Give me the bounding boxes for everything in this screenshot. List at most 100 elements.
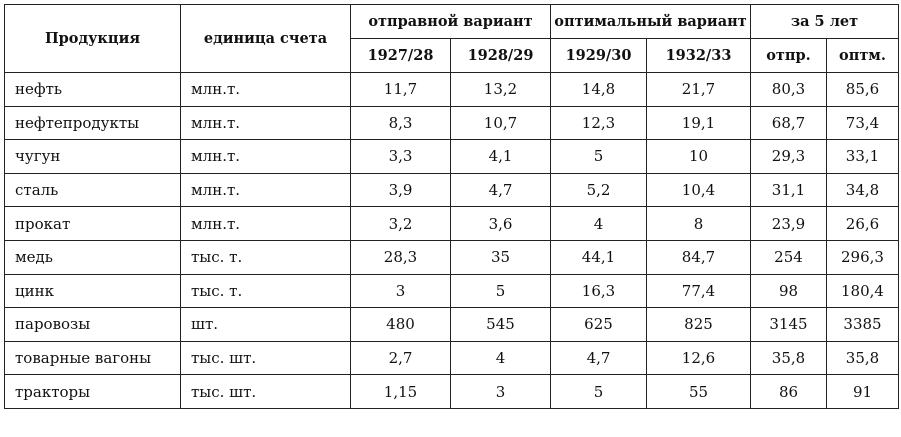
table-row: нефтепродукты млн.т. 8,3 10,7 12,3 19,1 68,7 73…: [4, 105, 899, 141]
cell-unit: тыс. т.: [180, 273, 351, 309]
header-year: 1932/33: [646, 38, 751, 73]
header-five-optimal: оптм.: [826, 38, 899, 73]
cell-value: 2,7: [350, 340, 451, 376]
cell-product: чугун: [4, 139, 181, 174]
header-group-initial: отправной вариант: [350, 4, 551, 39]
header-unit: единица счета: [180, 4, 351, 73]
cell-value: 98: [750, 273, 827, 309]
cell-value: 12,3: [550, 105, 647, 141]
table-row: чугун млн.т. 3,3 4,1 5 10 29,3 33,1: [4, 139, 899, 174]
cell-value: 80,3: [750, 72, 827, 107]
cell-value: 12,6: [646, 340, 751, 376]
cell-value: 3,6: [450, 206, 551, 241]
cell-value: 14,8: [550, 72, 647, 107]
cell-value: 5,2: [550, 172, 647, 208]
cell-unit: тыс. шт.: [180, 374, 351, 409]
table-row: сталь млн.т. 3,9 4,7 5,2 10,4 31,1 34,8: [4, 172, 899, 208]
cell-value: 825: [646, 307, 751, 342]
cell-value: 3,2: [350, 206, 451, 241]
cell-product: медь: [4, 239, 181, 275]
cell-value: 35,8: [826, 340, 899, 376]
cell-value: 5: [550, 374, 647, 409]
cell-value: 29,3: [750, 139, 827, 174]
cell-product: нефть: [4, 72, 181, 107]
cell-value: 3,3: [350, 139, 451, 174]
cell-value: 44,1: [550, 239, 647, 275]
table-body: нефть млн.т. 11,7 13,2 14,8 21,7 80,3 85,6 нефте…: [4, 72, 899, 409]
cell-product: цинк: [4, 273, 181, 309]
production-table: Продукция единица счета отправной вариан…: [4, 4, 899, 409]
cell-value: 3: [450, 374, 551, 409]
cell-value: 86: [750, 374, 827, 409]
header-year: 1927/28: [350, 38, 451, 73]
cell-value: 545: [450, 307, 551, 342]
cell-value: 10: [646, 139, 751, 174]
cell-unit: тыс. т.: [180, 239, 351, 275]
cell-value: 1,15: [350, 374, 451, 409]
cell-value: 8,3: [350, 105, 451, 141]
table-row: товарные вагоны тыс. шт. 2,7 4 4,7 12,6 35,8 35…: [4, 340, 899, 376]
header-product: Продукция: [4, 4, 181, 73]
cell-product: тракторы: [4, 374, 181, 409]
cell-value: 77,4: [646, 273, 751, 309]
cell-value: 254: [750, 239, 827, 275]
header-five-initial: отпр.: [750, 38, 827, 73]
cell-value: 10,4: [646, 172, 751, 208]
cell-value: 13,2: [450, 72, 551, 107]
table-row: паровозы шт. 480 545 625 825 3145 3385: [4, 307, 899, 342]
table-row: нефть млн.т. 11,7 13,2 14,8 21,7 80,3 85,6: [4, 72, 899, 107]
cell-value: 16,3: [550, 273, 647, 309]
header-group-optimal: оптимальный вариант: [550, 4, 751, 39]
cell-value: 26,6: [826, 206, 899, 241]
cell-value: 23,9: [750, 206, 827, 241]
cell-unit: млн.т.: [180, 172, 351, 208]
cell-value: 3: [350, 273, 451, 309]
cell-value: 4,7: [450, 172, 551, 208]
table-container: Продукция единица счета отправной вариан…: [4, 4, 899, 409]
cell-value: 11,7: [350, 72, 451, 107]
cell-product: сталь: [4, 172, 181, 208]
cell-value: 4: [550, 206, 647, 241]
cell-value: 480: [350, 307, 451, 342]
cell-product: товарные вагоны: [4, 340, 181, 376]
cell-unit: млн.т.: [180, 105, 351, 141]
cell-value: 35: [450, 239, 551, 275]
cell-value: 73,4: [826, 105, 899, 141]
table-row: цинк тыс. т. 3 5 16,3 77,4 98 180,4: [4, 273, 899, 309]
cell-value: 31,1: [750, 172, 827, 208]
cell-value: 55: [646, 374, 751, 409]
cell-value: 8: [646, 206, 751, 241]
cell-value: 10,7: [450, 105, 551, 141]
table-row: тракторы тыс. шт. 1,15 3 5 55 86 91: [4, 374, 899, 409]
cell-product: нефтепродукты: [4, 105, 181, 141]
cell-value: 35,8: [750, 340, 827, 376]
cell-value: 3,9: [350, 172, 451, 208]
cell-value: 4,7: [550, 340, 647, 376]
cell-unit: млн.т.: [180, 206, 351, 241]
cell-value: 4,1: [450, 139, 551, 174]
cell-value: 3145: [750, 307, 827, 342]
cell-value: 5: [550, 139, 647, 174]
header-group-five-years: за 5 лет: [750, 4, 899, 39]
cell-value: 84,7: [646, 239, 751, 275]
header-year: 1929/30: [550, 38, 647, 73]
cell-unit: шт.: [180, 307, 351, 342]
header-row-2: 1927/28 1928/29 1929/30 1932/33 отпр. оп…: [5, 38, 899, 73]
cell-value: 68,7: [750, 105, 827, 141]
table-row: медь тыс. т. 28,3 35 44,1 84,7 254 296,3: [4, 239, 899, 275]
cell-value: 85,6: [826, 72, 899, 107]
cell-value: 625: [550, 307, 647, 342]
cell-value: 296,3: [826, 239, 899, 275]
cell-value: 34,8: [826, 172, 899, 208]
cell-value: 33,1: [826, 139, 899, 174]
cell-unit: млн.т.: [180, 139, 351, 174]
cell-unit: тыс. шт.: [180, 340, 351, 376]
cell-value: 91: [826, 374, 899, 409]
header-row-1: Продукция единица счета отправной вариан…: [4, 4, 899, 73]
header-year: 1928/29: [450, 38, 551, 73]
cell-unit: млн.т.: [180, 72, 351, 107]
cell-product: прокат: [4, 206, 181, 241]
cell-value: 3385: [826, 307, 899, 342]
table-row: прокат млн.т. 3,2 3,6 4 8 23,9 26,6: [4, 206, 899, 241]
cell-product: паровозы: [4, 307, 181, 342]
